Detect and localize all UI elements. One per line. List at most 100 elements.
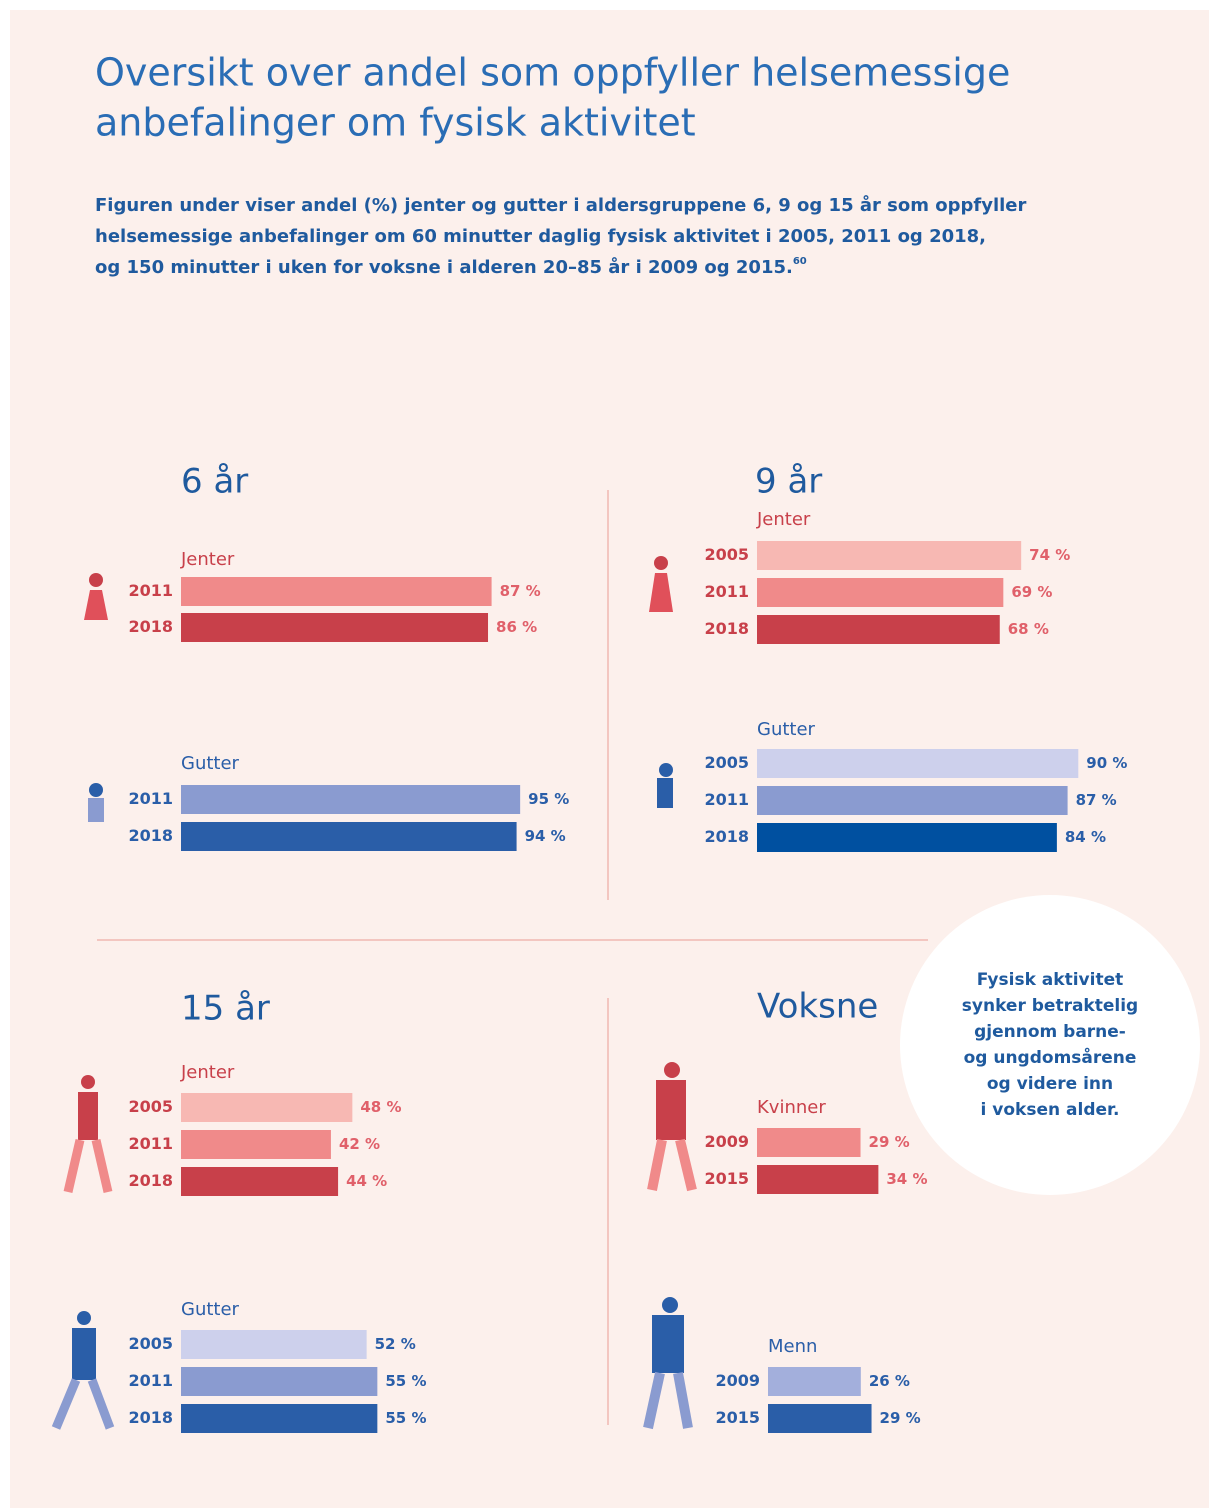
bar bbox=[757, 615, 1000, 644]
value-label: 44 % bbox=[346, 1172, 387, 1190]
value-label: 34 % bbox=[886, 1170, 927, 1188]
note: og ungdomsårene bbox=[964, 1046, 1137, 1068]
group-label: Kvinner bbox=[757, 1097, 826, 1118]
page: {"header": {"title_lines": ["Oversikt ov… bbox=[0, 0, 1209, 1508]
note: synker betraktelig bbox=[962, 996, 1138, 1016]
value-label: 86 % bbox=[496, 618, 537, 636]
figure bbox=[662, 1297, 678, 1313]
year-label: 2018 bbox=[128, 617, 173, 636]
value-label: 69 % bbox=[1011, 583, 1052, 601]
year-label: 2018 bbox=[704, 619, 749, 638]
bar bbox=[181, 1404, 377, 1433]
figure bbox=[78, 1092, 98, 1140]
value-label: 29 % bbox=[880, 1409, 921, 1427]
bar bbox=[768, 1367, 861, 1396]
panel-title: 15 år bbox=[181, 989, 270, 1029]
bar bbox=[757, 823, 1057, 852]
group-label: Gutter bbox=[181, 1299, 240, 1320]
value-label: 94 % bbox=[525, 827, 566, 845]
figure bbox=[664, 1062, 680, 1078]
figure bbox=[89, 573, 103, 587]
group-label: Gutter bbox=[757, 719, 816, 740]
title: Oversikt over andel som oppfyller helsem… bbox=[95, 51, 1010, 95]
bar bbox=[757, 541, 1021, 570]
year-label: 2018 bbox=[128, 1171, 173, 1190]
subtitle: og 150 minutter i uken for voksne i alde… bbox=[95, 256, 807, 278]
value-label: 84 % bbox=[1065, 828, 1106, 846]
title: anbefalinger om fysisk aktivitet bbox=[95, 101, 696, 145]
figure bbox=[659, 763, 673, 777]
note: Fysisk aktivitet bbox=[977, 970, 1123, 990]
figure bbox=[652, 1315, 684, 1373]
value-label: 87 % bbox=[1076, 791, 1117, 809]
figure bbox=[657, 778, 673, 808]
bar bbox=[181, 1093, 352, 1122]
value-label: 55 % bbox=[385, 1409, 426, 1427]
figure bbox=[89, 783, 103, 797]
year-label: 2018 bbox=[704, 827, 749, 846]
value-label: 52 % bbox=[375, 1335, 416, 1353]
bar bbox=[181, 822, 517, 851]
year-label: 2009 bbox=[715, 1371, 760, 1390]
bar bbox=[757, 749, 1078, 778]
panel-title: 6 år bbox=[181, 462, 248, 502]
panel-title: 9 år bbox=[755, 462, 822, 502]
bar bbox=[181, 1167, 338, 1196]
bar bbox=[181, 1330, 367, 1359]
year-label: 2005 bbox=[128, 1334, 173, 1353]
bar bbox=[181, 1130, 331, 1159]
figure bbox=[72, 1328, 96, 1380]
bar bbox=[181, 577, 492, 606]
year-label: 2005 bbox=[128, 1097, 173, 1116]
value-label: 95 % bbox=[528, 790, 569, 808]
bar bbox=[181, 1367, 377, 1396]
value-label: 26 % bbox=[869, 1372, 910, 1390]
bar bbox=[757, 1128, 861, 1157]
value-label: 42 % bbox=[339, 1135, 380, 1153]
bar bbox=[181, 785, 520, 814]
figure bbox=[656, 1080, 686, 1140]
year-label: 2011 bbox=[704, 582, 749, 601]
year-label: 2011 bbox=[704, 790, 749, 809]
bar bbox=[757, 1165, 878, 1194]
panel-title: Voksne bbox=[757, 987, 878, 1027]
year-label: 2011 bbox=[128, 1134, 173, 1153]
year-label: 2015 bbox=[704, 1169, 749, 1188]
note-circle bbox=[900, 895, 1200, 1195]
note: gjennom barne- bbox=[974, 1022, 1126, 1042]
group-label: Gutter bbox=[181, 753, 240, 774]
infographic: Oversikt over andel som oppfyller helsem… bbox=[0, 0, 1209, 1508]
note: i voksen alder. bbox=[981, 1100, 1120, 1120]
bar bbox=[757, 786, 1068, 815]
value-label: 55 % bbox=[385, 1372, 426, 1390]
value-label: 90 % bbox=[1086, 754, 1127, 772]
year-label: 2011 bbox=[128, 789, 173, 808]
group-label: Jenter bbox=[756, 509, 811, 530]
bar bbox=[181, 613, 488, 642]
bar bbox=[768, 1404, 872, 1433]
group-label: Jenter bbox=[180, 549, 235, 570]
value-label: 74 % bbox=[1029, 546, 1070, 564]
year-label: 2005 bbox=[704, 545, 749, 564]
footnote: 60 bbox=[793, 256, 807, 267]
figure bbox=[654, 556, 668, 570]
value-label: 87 % bbox=[500, 582, 541, 600]
year-label: 2018 bbox=[128, 1408, 173, 1427]
year-label: 2015 bbox=[715, 1408, 760, 1427]
value-label: 29 % bbox=[869, 1133, 910, 1151]
year-label: 2011 bbox=[128, 581, 173, 600]
group-label: Menn bbox=[768, 1336, 817, 1357]
figure bbox=[88, 798, 104, 822]
year-label: 2018 bbox=[128, 826, 173, 845]
subtitle: Figuren under viser andel (%) jenter og … bbox=[95, 194, 1027, 216]
figure bbox=[77, 1311, 91, 1325]
year-label: 2009 bbox=[704, 1132, 749, 1151]
group-label: Jenter bbox=[180, 1062, 235, 1083]
value-label: 48 % bbox=[360, 1098, 401, 1116]
figure bbox=[81, 1075, 95, 1089]
year-label: 2005 bbox=[704, 753, 749, 772]
value-label: 68 % bbox=[1008, 620, 1049, 638]
bar bbox=[757, 578, 1003, 607]
subtitle: helsemessige anbefalinger om 60 minutter… bbox=[95, 226, 986, 247]
note: og videre inn bbox=[987, 1074, 1113, 1094]
